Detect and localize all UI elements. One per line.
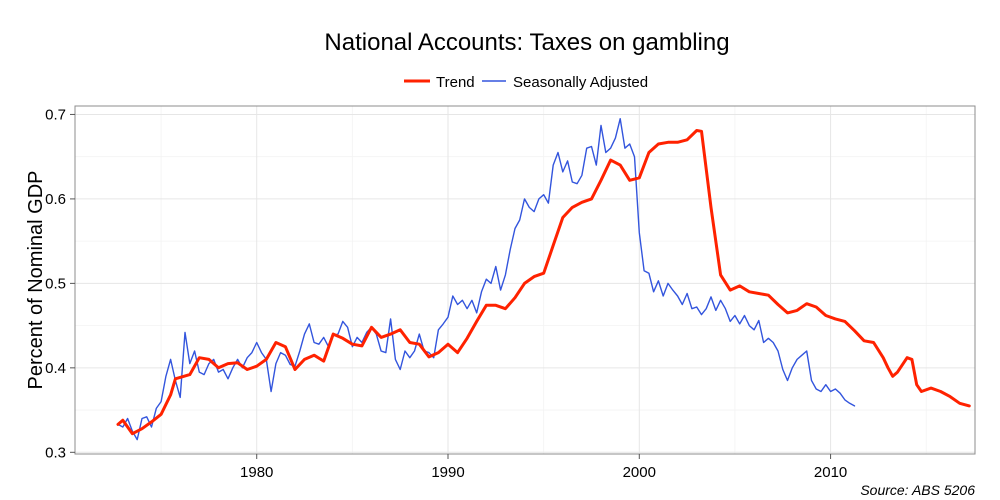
series-layer xyxy=(116,118,971,441)
tick-layer: 1980 1990 2000 2010 0.3 0.4 0.5 0.6 0.7 xyxy=(45,106,847,481)
seasonally-adjusted-series-line xyxy=(117,118,856,441)
plot-panel-border xyxy=(74,105,976,455)
x-tick-label: 2000 xyxy=(623,464,656,481)
trend-series-line xyxy=(116,129,971,436)
source-caption: Source: ABS 5206 xyxy=(860,482,975,498)
y-tick-label: 0.5 xyxy=(45,275,66,292)
y-tick-label: 0.4 xyxy=(45,360,66,377)
y-tick-label: 0.3 xyxy=(45,444,66,461)
legend-trend-label: Trend xyxy=(436,74,475,91)
legend-seasonally-adjusted-label: Seasonally Adjusted xyxy=(513,74,648,91)
y-tick-label: 0.6 xyxy=(45,191,66,208)
grid-layer xyxy=(75,106,975,454)
x-tick-label: 1990 xyxy=(431,464,464,481)
x-tick-label: 2010 xyxy=(814,464,847,481)
y-tick-label: 0.7 xyxy=(45,106,66,123)
legend: Trend Seasonally Adjusted xyxy=(404,74,648,91)
y-axis-label: Percent of Nominal GDP xyxy=(25,171,47,390)
chart-title: National Accounts: Taxes on gambling xyxy=(324,29,729,56)
x-tick-label: 1980 xyxy=(240,464,273,481)
